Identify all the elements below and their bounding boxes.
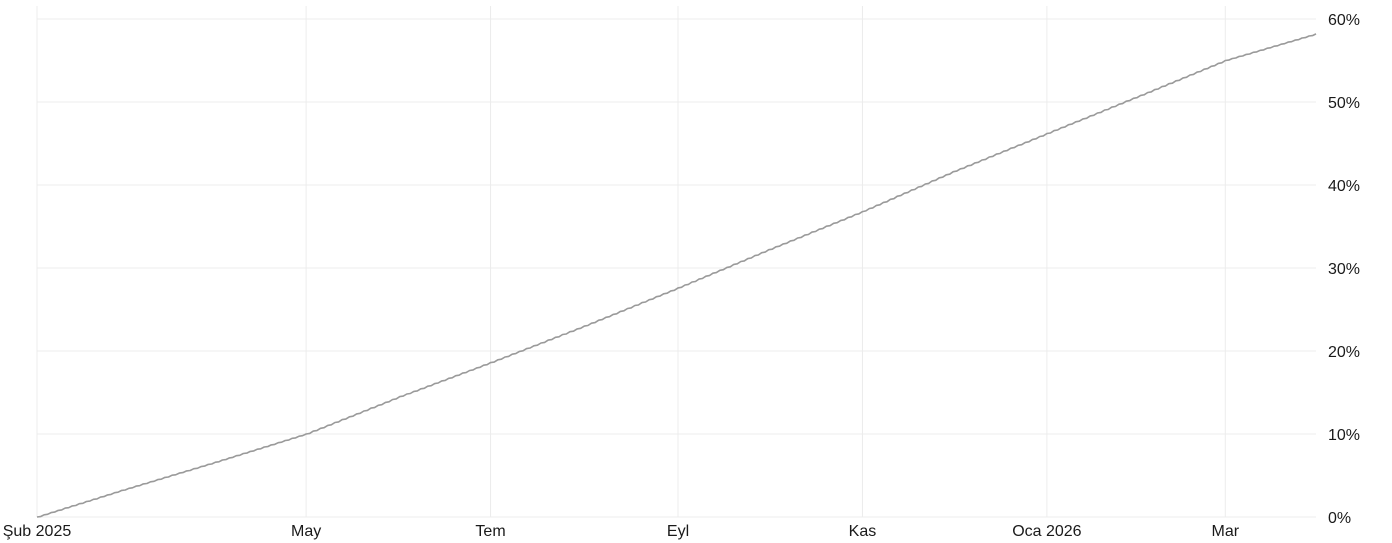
x-axis-tick-labels: Şub 2025 May Tem Eyl Kas Oca 2026 Mar (3, 523, 1240, 540)
x-tick-label: May (291, 523, 321, 540)
x-tick-label: Şub 2025 (3, 523, 72, 540)
x-tick-label: Oca 2026 (1012, 523, 1081, 540)
vertical-gridlines (36, 6, 1226, 517)
x-tick-label: Kas (849, 523, 877, 540)
y-tick-label: 20% (1328, 344, 1360, 361)
y-tick-label: 10% (1328, 427, 1360, 444)
y-tick-label: 40% (1328, 178, 1360, 195)
y-tick-label: 30% (1328, 261, 1360, 278)
series-group (36, 33, 1317, 518)
y-tick-label: 0% (1328, 510, 1351, 527)
y-tick-label: 60% (1328, 12, 1360, 29)
x-tick-label: Tem (475, 523, 505, 540)
horizontal-gridlines (37, 18, 1316, 518)
y-tick-label: 50% (1328, 95, 1360, 112)
x-tick-label: Mar (1212, 523, 1240, 540)
series-line-0 (36, 33, 1317, 518)
y-axis-tick-labels: 0% 10% 20% 30% 40% 50% 60% (1328, 12, 1360, 527)
x-tick-label: Eyl (667, 523, 689, 540)
